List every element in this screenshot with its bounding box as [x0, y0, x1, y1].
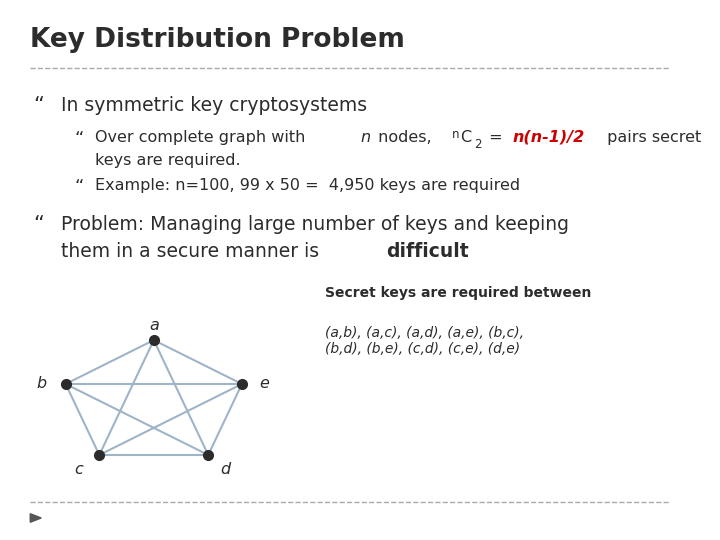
Text: them in a secure manner is: them in a secure manner is — [61, 242, 325, 261]
Text: a: a — [149, 318, 158, 333]
Text: b: b — [37, 376, 47, 392]
Text: 2: 2 — [474, 138, 482, 151]
Text: n: n — [451, 128, 459, 141]
Text: “: “ — [75, 130, 84, 148]
Text: C: C — [461, 130, 472, 145]
Polygon shape — [30, 514, 41, 522]
Text: =: = — [484, 130, 508, 145]
Text: pairs secret: pairs secret — [602, 130, 701, 145]
Text: “: “ — [34, 215, 45, 235]
Text: n: n — [361, 130, 371, 145]
Text: e: e — [259, 376, 269, 392]
Text: “: “ — [34, 96, 45, 116]
Text: “: “ — [75, 178, 84, 196]
Text: Example: n=100, 99 x 50 =  4,950 keys are required: Example: n=100, 99 x 50 = 4,950 keys are… — [96, 178, 521, 193]
Text: (a,b), (a,c), (a,d), (a,e), (b,c),
(b,d), (b,e), (c,d), (c,e), (d,e): (a,b), (a,c), (a,d), (a,e), (b,c), (b,d)… — [325, 326, 524, 356]
Text: Secret keys are required between: Secret keys are required between — [325, 286, 592, 300]
Text: difficult: difficult — [386, 242, 469, 261]
Text: Over complete graph with: Over complete graph with — [96, 130, 311, 145]
Text: In symmetric key cryptosystems: In symmetric key cryptosystems — [61, 96, 367, 116]
Text: n(n-1)/2: n(n-1)/2 — [513, 130, 585, 145]
Text: d: d — [220, 462, 230, 477]
Text: keys are required.: keys are required. — [96, 153, 241, 168]
Text: Key Distribution Problem: Key Distribution Problem — [30, 27, 405, 53]
Text: nodes,: nodes, — [373, 130, 437, 145]
Text: c: c — [74, 462, 83, 477]
Text: Problem: Managing large number of keys and keeping: Problem: Managing large number of keys a… — [61, 215, 569, 234]
